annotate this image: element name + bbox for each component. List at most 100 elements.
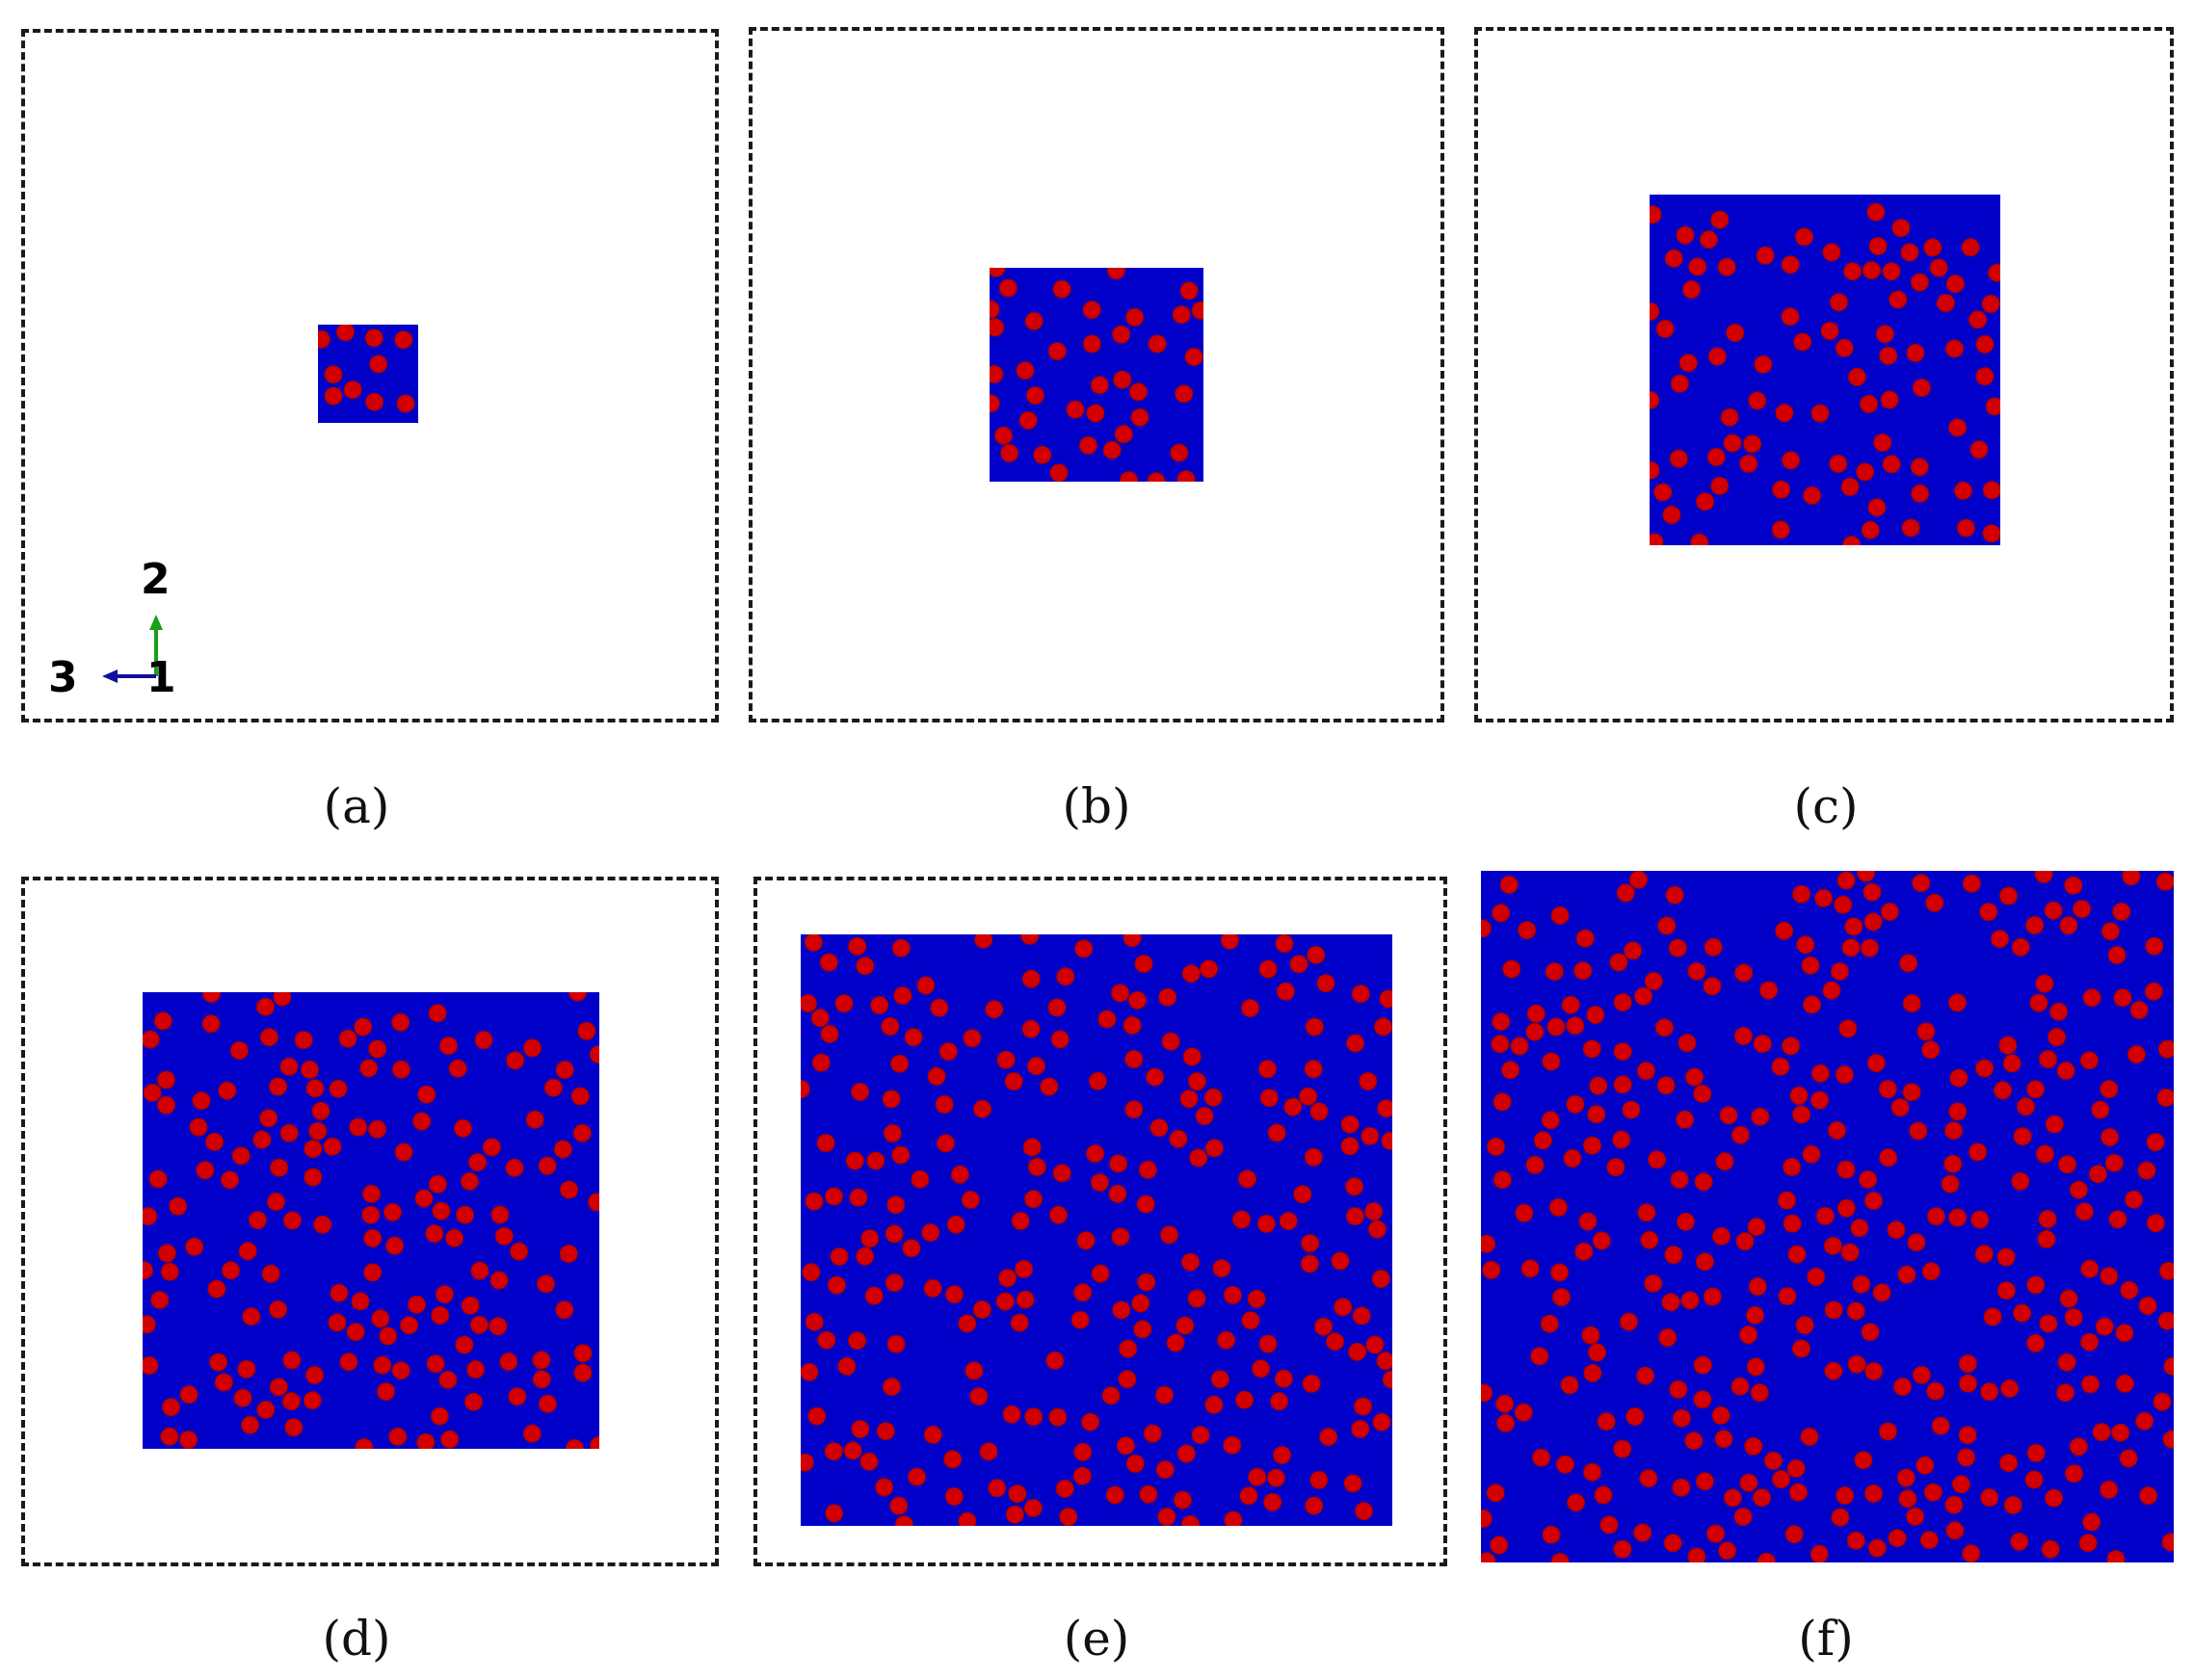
fiber — [365, 392, 384, 411]
fiber — [979, 1442, 998, 1461]
fiber — [921, 1223, 940, 1242]
fiber — [1890, 1098, 1910, 1117]
fiber — [2145, 936, 2164, 956]
fiber — [1795, 1316, 1814, 1335]
fiber — [1200, 959, 1219, 979]
fiber — [1592, 1231, 1611, 1250]
fiber — [1613, 1439, 1632, 1458]
fiber — [2026, 1443, 2046, 1462]
fiber — [969, 1387, 989, 1406]
fiber — [282, 1351, 302, 1370]
fiber — [2080, 1259, 2100, 1278]
fiber — [1056, 967, 1075, 986]
fiber — [489, 1317, 508, 1336]
fiber — [935, 1095, 954, 1114]
fiber — [1241, 1311, 1260, 1330]
fiber — [1493, 1092, 1512, 1112]
fiber — [294, 1031, 313, 1050]
fiber — [2041, 1539, 2060, 1559]
fiber — [1815, 1206, 1835, 1225]
fiber — [1961, 238, 1980, 257]
fiber — [950, 1165, 969, 1184]
fiber — [482, 1138, 501, 1157]
fiber — [810, 1009, 830, 1028]
fiber — [2113, 988, 2132, 1008]
fiber — [1055, 1479, 1074, 1498]
fiber — [269, 1378, 288, 1397]
fiber — [1002, 1404, 1021, 1424]
fiber — [2082, 988, 2101, 1008]
fiber — [1958, 1426, 1977, 1445]
fiber — [2010, 1532, 2029, 1551]
fiber — [1828, 1121, 1846, 1140]
fiber — [153, 1011, 172, 1031]
fiber — [1864, 1192, 1883, 1210]
fiber — [1496, 1413, 1516, 1432]
fiber — [162, 1398, 180, 1417]
fiber — [1275, 934, 1294, 953]
fiber — [1699, 230, 1718, 249]
fiber — [1912, 379, 1931, 397]
fiber — [1147, 472, 1166, 482]
fiber — [2079, 1051, 2099, 1070]
fiber — [538, 1394, 557, 1413]
fiber — [1836, 1198, 1856, 1218]
fiber — [1748, 1277, 1767, 1296]
fiber — [870, 996, 889, 1014]
fiber — [2069, 1437, 2088, 1457]
fiber — [1091, 1264, 1110, 1283]
fiber — [943, 1450, 963, 1469]
fiber — [2011, 1171, 2030, 1191]
fiber — [1594, 1485, 1613, 1505]
fiber — [1664, 1246, 1683, 1265]
fiber — [2157, 1039, 2174, 1059]
fiber — [886, 1334, 906, 1353]
fiber — [1696, 492, 1715, 512]
fiber — [506, 1051, 525, 1070]
fiber — [1801, 956, 1820, 975]
fiber — [1680, 1291, 1700, 1310]
fiber — [994, 426, 1013, 445]
fiber — [1723, 433, 1742, 453]
fiber — [1664, 249, 1683, 268]
fiber — [1016, 361, 1035, 381]
fiber — [807, 1406, 827, 1426]
fiber — [1493, 1170, 1512, 1190]
fiber — [1836, 1160, 1856, 1179]
fiber — [1097, 1010, 1117, 1029]
fiber — [1021, 1019, 1041, 1038]
fiber — [196, 1161, 215, 1180]
fiber-layer-a — [318, 325, 415, 413]
fiber — [313, 1215, 332, 1234]
fiber — [1899, 954, 1918, 973]
fiber — [843, 1441, 862, 1460]
fiber — [1070, 1310, 1090, 1329]
fiber — [1975, 335, 1995, 354]
fiber — [2153, 1392, 2172, 1411]
fiber — [346, 1323, 365, 1342]
fiber — [1824, 1361, 1843, 1380]
fiber — [1983, 1307, 2002, 1326]
fiber — [214, 1373, 233, 1392]
fiber — [233, 1388, 252, 1407]
fiber — [1830, 293, 1848, 312]
fiber — [303, 1391, 322, 1410]
fiber — [259, 1028, 278, 1047]
fiber — [1711, 1405, 1731, 1425]
fiber — [570, 1087, 590, 1106]
fiber — [1948, 1208, 1968, 1227]
fiber — [1331, 1251, 1350, 1271]
fiber — [1101, 1386, 1121, 1405]
fiber — [866, 1151, 885, 1170]
fiber — [305, 1366, 324, 1384]
fiber — [1847, 1354, 1866, 1374]
fiber — [845, 1151, 864, 1170]
fiber — [1258, 959, 1278, 979]
fiber — [1788, 1483, 1808, 1502]
fiber — [1238, 1169, 1256, 1189]
fiber — [179, 1431, 198, 1449]
fiber — [267, 1193, 285, 1211]
fiber — [1355, 1502, 1373, 1521]
fiber — [252, 1130, 272, 1149]
fiber — [461, 1171, 479, 1191]
